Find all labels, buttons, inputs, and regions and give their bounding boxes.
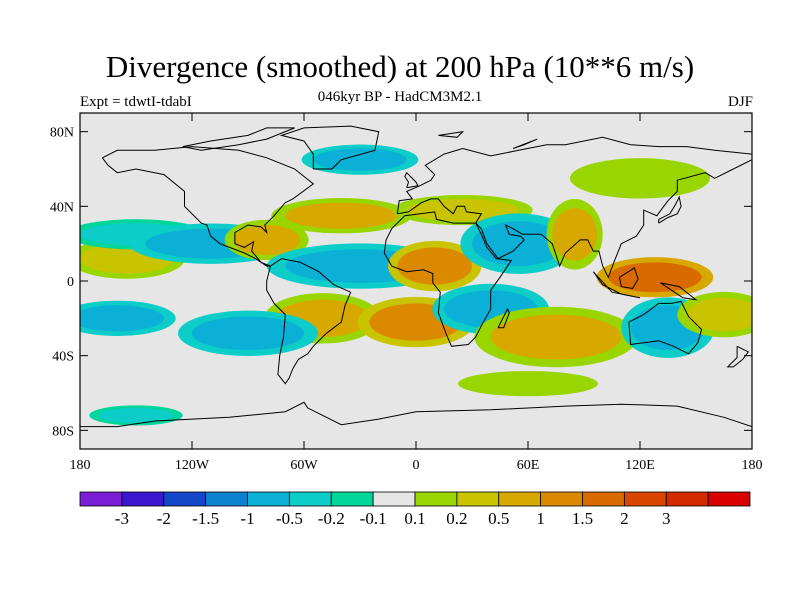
colorbar-label: 0.2 bbox=[446, 509, 467, 528]
coastline-madagascar bbox=[497, 307, 510, 329]
colorbar-swatch bbox=[205, 491, 248, 507]
coastline-africa bbox=[383, 211, 513, 347]
y-tick-label: 80N bbox=[50, 126, 74, 141]
feature-western-south-pacific-negative bbox=[80, 305, 164, 332]
feature-south-pacific-negative bbox=[192, 316, 304, 351]
colorbar-swatch bbox=[247, 491, 290, 507]
feature-mediterranean-positive bbox=[406, 198, 519, 222]
colorbar-label: 0.1 bbox=[404, 509, 425, 528]
coastline-australia bbox=[628, 300, 703, 355]
colorbar-swatch bbox=[330, 491, 374, 507]
feature-central-america-positive bbox=[233, 225, 301, 255]
x-tick-label: 0 bbox=[413, 458, 420, 473]
coastline-asia-south bbox=[397, 159, 752, 279]
colorbar-swatch bbox=[582, 491, 625, 507]
colorbar-swatch bbox=[414, 491, 458, 507]
coastline-south-america bbox=[266, 258, 352, 385]
coastline-svalbard bbox=[438, 130, 465, 138]
coastline-north-america bbox=[101, 146, 315, 267]
colorbar-label: -2 bbox=[157, 509, 171, 528]
y-tick-label: 40N bbox=[50, 200, 74, 215]
coastline-arctic-islands bbox=[182, 127, 295, 151]
feature-north-asia-positive bbox=[584, 163, 696, 194]
coastline-new-guinea bbox=[660, 282, 698, 301]
colorbar-swatch bbox=[707, 491, 751, 507]
y-tick-label: 0 bbox=[67, 275, 74, 290]
colorbar-label: -1.5 bbox=[192, 509, 219, 528]
coastline-new-zealand bbox=[726, 345, 750, 368]
experiment-label: Expt = tdwtI-tdabI bbox=[80, 94, 192, 110]
colorbar-swatch bbox=[623, 491, 667, 507]
colorbar-swatch bbox=[121, 491, 165, 507]
feature-north-africa-positive bbox=[397, 247, 472, 285]
x-tick-label: 60E bbox=[517, 458, 540, 473]
colorbar-label: 2 bbox=[620, 509, 629, 528]
y-tick-label: 80S bbox=[52, 424, 74, 439]
feature-maritime-continent-positive bbox=[608, 262, 702, 293]
x-tick-label: 60W bbox=[290, 458, 318, 473]
coastline-antarctica bbox=[80, 401, 752, 428]
colorbar-swatch bbox=[456, 491, 500, 507]
coastline-indonesia bbox=[592, 271, 641, 299]
coastline-nova-zemlya bbox=[512, 138, 538, 149]
feature-southern-ocean-positive bbox=[472, 374, 584, 393]
feature-arctic-negative bbox=[313, 148, 407, 171]
feature-indian-ocean-positive bbox=[490, 314, 622, 360]
colorbar-swatch bbox=[372, 491, 416, 507]
feature-atlantic-north-positive bbox=[285, 202, 398, 229]
colorbar-label: 1.5 bbox=[572, 509, 593, 528]
chart-title: Divergence (smoothed) at 200 hPa (10**6 … bbox=[105, 49, 695, 84]
colorbar-label: -3 bbox=[115, 509, 129, 528]
colorbar-label: 0.5 bbox=[488, 509, 509, 528]
x-tick-label: 180 bbox=[742, 458, 763, 473]
colorbar-swatch bbox=[498, 491, 542, 507]
feature-india-positive bbox=[552, 208, 598, 261]
coastline-borneo bbox=[619, 267, 639, 290]
coastline-eurasia bbox=[396, 136, 752, 214]
colorbar-swatch bbox=[540, 491, 583, 507]
x-tick-label: 120E bbox=[625, 458, 655, 473]
colorbar-swatch bbox=[79, 491, 123, 507]
coastline-greenland bbox=[279, 125, 380, 170]
colorbar-swatch bbox=[288, 491, 332, 507]
x-tick-label: 120W bbox=[175, 458, 210, 473]
colorbar-swatch bbox=[665, 491, 709, 507]
feature-southwest-pacific-positive bbox=[686, 297, 752, 332]
y-tick-label: 40S bbox=[52, 350, 74, 365]
colorbar-label: -0.2 bbox=[318, 509, 345, 528]
coastlines bbox=[80, 125, 752, 428]
colorbar-label: -0.5 bbox=[276, 509, 303, 528]
colorbar-label: 3 bbox=[662, 509, 671, 528]
chart-subtitle: 046kyr BP - HadCM3M2.1 bbox=[317, 89, 483, 105]
coastline-japan bbox=[658, 195, 682, 224]
coastline-uk bbox=[404, 171, 419, 189]
feature-southern-ocean-negative bbox=[98, 407, 174, 423]
x-tick-label: 180 bbox=[70, 458, 91, 473]
season-label: DJF bbox=[727, 94, 753, 110]
colorbar-label: -0.1 bbox=[360, 509, 387, 528]
colorbar-label: 1 bbox=[536, 509, 545, 528]
colorbar-label: -1 bbox=[240, 509, 254, 528]
colorbar-swatch bbox=[163, 491, 207, 507]
